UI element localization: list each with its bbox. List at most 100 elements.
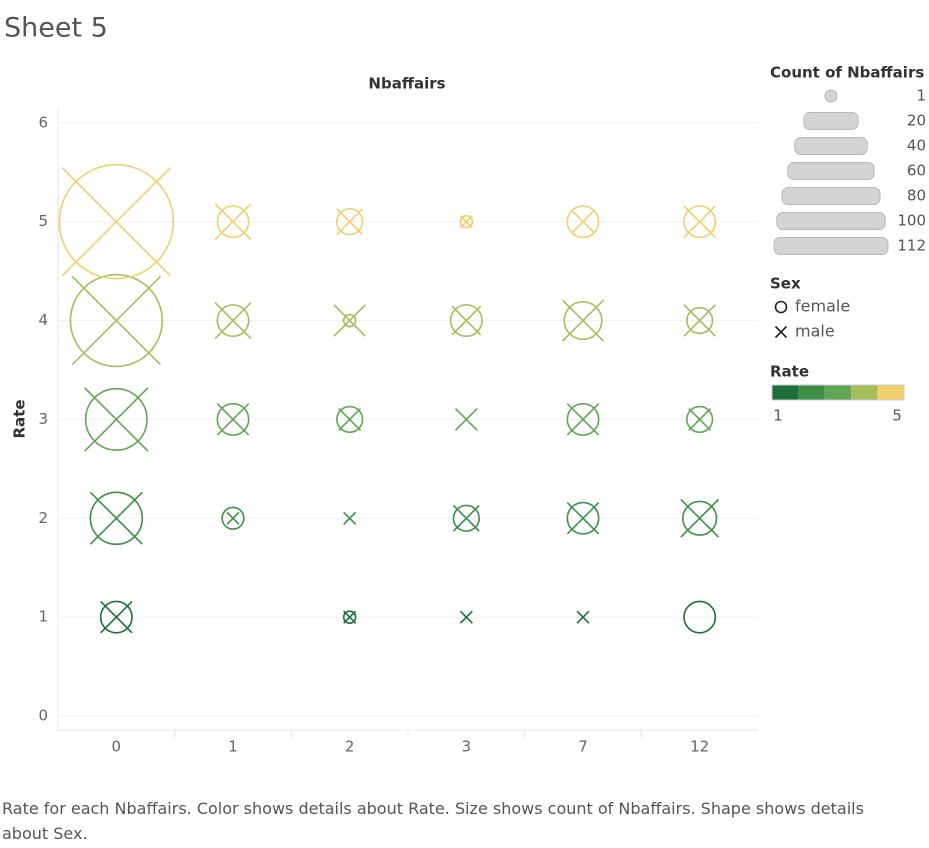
point: [566, 205, 600, 239]
color-legend-label: 1: [773, 407, 783, 425]
point: [342, 610, 357, 624]
point: [566, 403, 600, 436]
point: [686, 306, 714, 335]
point: [58, 163, 175, 280]
size-legend-label: 1: [916, 87, 926, 105]
color-legend-frame: [771, 384, 905, 401]
point: [561, 299, 605, 342]
point: [449, 304, 483, 338]
point: [459, 610, 473, 624]
x-tick-label: 12: [690, 738, 709, 756]
x-tick-label: 0: [112, 738, 122, 756]
point: [452, 504, 480, 532]
y-tick-label: 4: [38, 311, 48, 329]
point: [89, 491, 144, 546]
point: [216, 403, 250, 436]
point: [61, 166, 172, 277]
point: [683, 205, 717, 239]
size-legend-label: 112: [897, 237, 926, 255]
size-legend-swatch: [824, 89, 838, 103]
point: [451, 305, 482, 336]
sheet-title: Sheet 5: [4, 13, 108, 44]
point: [566, 402, 600, 436]
point: [680, 498, 720, 538]
point: [576, 610, 590, 624]
color-legend-swatch: [824, 385, 852, 400]
size-legend-title: Count of Nbaffairs: [770, 64, 924, 82]
color-legend-title: Rate: [770, 363, 809, 381]
size-legend-label: 20: [907, 112, 926, 130]
size-legend-label: 80: [907, 187, 926, 205]
point: [683, 600, 717, 634]
point: [571, 210, 595, 234]
point: [216, 205, 250, 239]
point: [89, 491, 143, 545]
column-title: Nbaffairs: [368, 75, 445, 93]
shape-legend-symbol: [774, 300, 788, 314]
point: [336, 208, 364, 236]
shape-legend-symbol: [774, 325, 788, 339]
point: [84, 387, 148, 451]
point: [336, 405, 364, 434]
y-tick-label: 2: [38, 509, 48, 527]
point: [216, 402, 250, 436]
point: [342, 313, 357, 328]
point: [563, 300, 603, 341]
point: [459, 214, 474, 229]
point: [84, 387, 149, 452]
point: [343, 511, 357, 525]
point: [452, 504, 480, 532]
y-axis-title: Rate: [11, 399, 29, 438]
size-legend-label: 60: [907, 162, 926, 180]
point: [100, 600, 133, 634]
legend-label: male: [795, 322, 835, 341]
x-tick-label: 2: [345, 738, 355, 756]
y-tick-label: 6: [38, 113, 48, 131]
size-legend-swatch: [781, 187, 881, 205]
point: [459, 215, 473, 229]
point: [221, 506, 245, 530]
point: [214, 302, 252, 339]
point: [99, 600, 133, 634]
y-tick-label: 0: [38, 707, 48, 725]
point: [566, 502, 600, 535]
color-legend-swatch: [877, 385, 904, 400]
size-legend-swatch: [803, 112, 859, 130]
size-legend-swatch: [776, 212, 886, 230]
point: [566, 501, 600, 535]
x-tick-label: 7: [578, 738, 588, 756]
y-tick-label: 3: [38, 410, 48, 428]
caption: Rate for each Nbaffairs. Color shows det…: [2, 799, 864, 843]
point: [216, 304, 250, 338]
point: [682, 500, 718, 536]
point: [69, 273, 164, 368]
y-tick-label: 1: [38, 608, 48, 626]
shape-legend-title: Sex: [770, 275, 801, 293]
point: [343, 610, 357, 624]
point: [333, 304, 366, 337]
size-legend-swatch: [773, 237, 889, 255]
point: [226, 511, 240, 525]
x-tick-label: 1: [228, 738, 238, 756]
point: [683, 304, 716, 337]
color-legend-label: 5: [892, 407, 902, 425]
point: [683, 205, 716, 238]
legend-label: female: [795, 297, 850, 316]
x-tick-label: 3: [462, 738, 472, 756]
point: [71, 275, 162, 366]
point: [454, 408, 478, 431]
size-legend-swatch: [794, 137, 868, 155]
color-legend-swatch: [798, 385, 825, 400]
y-tick-label: 5: [38, 212, 48, 230]
size-legend-swatch: [787, 162, 875, 180]
size-legend-label: 100: [897, 212, 926, 230]
color-legend-swatch: [851, 385, 878, 400]
size-legend-label: 40: [907, 137, 926, 155]
point: [336, 208, 364, 236]
point: [338, 408, 362, 431]
point: [686, 405, 714, 434]
point: [214, 203, 252, 241]
point: [688, 408, 712, 431]
color-legend-swatch: [772, 385, 799, 400]
